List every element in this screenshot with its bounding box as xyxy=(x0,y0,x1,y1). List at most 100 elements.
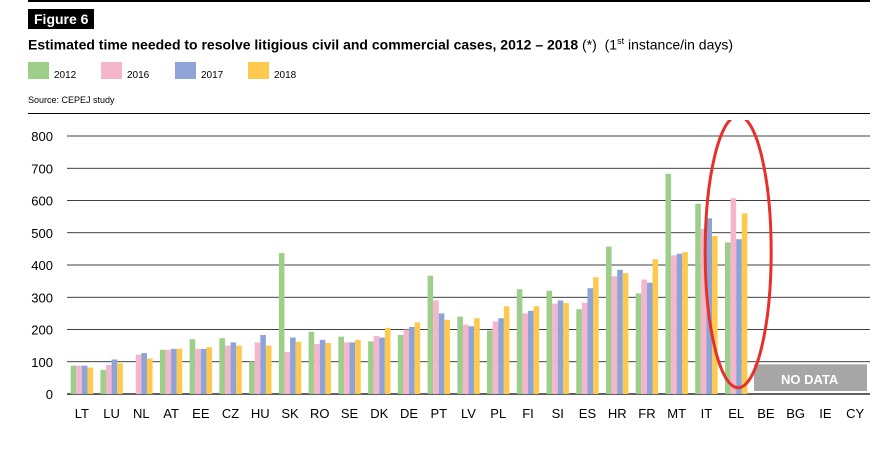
bar-HR-2016 xyxy=(611,276,618,394)
y-tick-label-700: 700 xyxy=(31,161,53,176)
x-tick-label-DK: DK xyxy=(370,406,388,421)
y-tick-label-200: 200 xyxy=(31,323,53,338)
figure-label: Figure 6 xyxy=(28,9,95,29)
chart-title: Estimated time needed to resolve litigio… xyxy=(28,36,733,53)
legend-swatch-2017 xyxy=(175,62,196,79)
bar-SI-2018 xyxy=(563,303,569,394)
x-tick-label-NL: NL xyxy=(133,406,150,421)
bar-SE-2016 xyxy=(343,342,350,394)
legend-swatch-2012 xyxy=(28,62,49,79)
chart-title-note: (*) xyxy=(582,36,597,53)
bar-LV-2018 xyxy=(474,318,480,394)
bar-CZ-2016 xyxy=(224,345,231,394)
source-note: Source: CEPEJ study xyxy=(28,95,115,105)
x-tick-label-DE: DE xyxy=(400,406,418,421)
x-tick-label-SK: SK xyxy=(281,406,299,421)
x-tick-label-HR: HR xyxy=(608,406,627,421)
bar-FR-2018 xyxy=(652,259,659,394)
y-tick-label-600: 600 xyxy=(31,194,53,209)
bar-PL-2016 xyxy=(492,321,499,394)
legend-label-2018: 2018 xyxy=(274,70,297,81)
bar-SK-2018 xyxy=(295,341,302,394)
bar-LT-2017 xyxy=(81,365,88,394)
sub-rule xyxy=(28,113,870,114)
bar-PT-2012 xyxy=(427,275,434,394)
bar-EE-2012 xyxy=(189,339,196,394)
x-tick-label-SI: SI xyxy=(552,406,564,421)
bar-LT-2012 xyxy=(70,365,77,394)
bar-LT-2016 xyxy=(76,365,82,394)
bar-ES-2012 xyxy=(576,309,582,394)
bar-RO-2016 xyxy=(314,344,320,394)
bar-SK-2016 xyxy=(284,352,291,394)
bar-SI-2017 xyxy=(557,300,564,394)
bar-DE-2016 xyxy=(403,329,410,394)
bar-ES-2018 xyxy=(593,277,599,394)
bar-FI-2017 xyxy=(527,310,534,394)
bar-PL-2017 xyxy=(498,318,504,394)
bar-ES-2016 xyxy=(581,302,588,394)
bar-EL-2012 xyxy=(724,242,731,394)
bar-HR-2017 xyxy=(617,269,623,394)
bar-HR-2018 xyxy=(622,273,629,394)
no-data-label: NO DATA xyxy=(781,372,839,387)
bar-SE-2017 xyxy=(349,342,356,394)
top-rule xyxy=(28,0,870,2)
x-tick-label-BG: BG xyxy=(786,406,805,421)
bar-EE-2017 xyxy=(200,348,207,394)
bar-AT-2018 xyxy=(176,348,183,394)
x-tick-label-LT: LT xyxy=(75,406,89,421)
no-data-box xyxy=(754,364,867,391)
bar-FR-2017 xyxy=(646,282,653,394)
bar-HU-2018 xyxy=(265,345,272,394)
bar-PL-2018 xyxy=(503,306,510,394)
bar-MT-2016 xyxy=(671,255,677,394)
bar-LV-2012 xyxy=(457,316,463,394)
x-tick-label-IT: IT xyxy=(701,406,713,421)
bar-PT-2018 xyxy=(444,319,450,394)
y-tick-label-300: 300 xyxy=(31,290,53,305)
bar-IT-2012 xyxy=(695,203,701,394)
bar-SE-2012 xyxy=(338,336,344,394)
bar-SI-2012 xyxy=(546,290,553,394)
x-tick-label-BE: BE xyxy=(757,406,775,421)
bar-NL-2016 xyxy=(135,354,142,394)
bar-CZ-2012 xyxy=(219,338,225,394)
y-tick-label-400: 400 xyxy=(31,258,53,273)
legend-swatch-2016 xyxy=(101,62,122,79)
bar-MT-2012 xyxy=(665,173,672,394)
legend-swatch-2018 xyxy=(248,62,269,79)
bar-LV-2016 xyxy=(462,324,469,394)
x-tick-label-ES: ES xyxy=(579,406,597,421)
bar-DK-2012 xyxy=(368,341,374,394)
bar-FI-2012 xyxy=(516,289,523,394)
bar-CZ-2017 xyxy=(230,342,237,394)
x-tick-label-PL: PL xyxy=(490,406,506,421)
y-tick-label-800: 800 xyxy=(31,129,53,144)
bar-FI-2018 xyxy=(533,306,540,394)
bar-DK-2018 xyxy=(384,327,391,394)
bar-FR-2016 xyxy=(641,279,647,394)
x-tick-label-MT: MT xyxy=(667,406,686,421)
x-tick-label-CY: CY xyxy=(846,406,864,421)
x-tick-label-SE: SE xyxy=(341,406,359,421)
chart-title-unit-close: instance/in days) xyxy=(624,36,734,53)
bar-RO-2017 xyxy=(319,339,326,394)
bar-EL-2018 xyxy=(741,213,748,394)
bar-EE-2018 xyxy=(206,347,213,394)
bar-SK-2017 xyxy=(290,337,296,394)
bar-PL-2012 xyxy=(487,330,493,394)
highlight-ellipse-EL xyxy=(703,120,773,390)
x-tick-label-FR: FR xyxy=(638,406,655,421)
legend-label-2016: 2016 xyxy=(127,70,150,81)
x-tick-label-LU: LU xyxy=(103,406,120,421)
bar-SE-2018 xyxy=(355,339,361,394)
bar-AT-2012 xyxy=(159,349,166,394)
bar-MT-2018 xyxy=(682,252,688,394)
x-tick-label-HU: HU xyxy=(251,406,270,421)
x-tick-label-EE: EE xyxy=(192,406,210,421)
bar-NL-2018 xyxy=(146,358,153,394)
bar-LU-2016 xyxy=(106,364,112,394)
bar-DK-2017 xyxy=(379,337,385,394)
chart-title-bold: Estimated time needed to resolve litigio… xyxy=(28,36,579,53)
